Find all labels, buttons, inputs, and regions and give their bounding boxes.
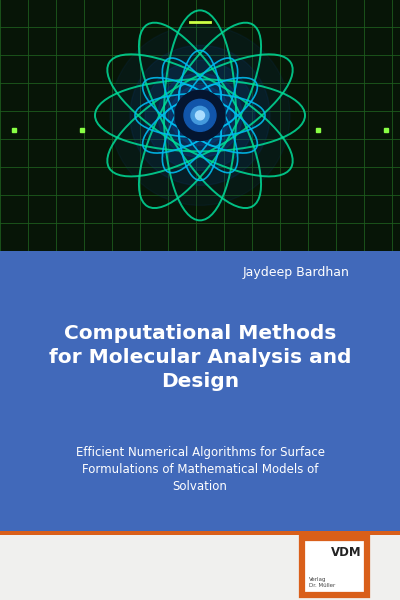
- Circle shape: [130, 46, 270, 185]
- Circle shape: [158, 73, 242, 157]
- Circle shape: [170, 85, 230, 145]
- Bar: [0, 531, 400, 535]
- Circle shape: [196, 111, 204, 120]
- Text: Verlag
Dr. Müller: Verlag Dr. Müller: [309, 577, 335, 588]
- Circle shape: [184, 100, 216, 131]
- Circle shape: [110, 25, 290, 205]
- Bar: [0, 531, 400, 600]
- Text: Efficient Numerical Algorithms for Surface
Formulations of Mathematical Models o: Efficient Numerical Algorithms for Surfa…: [76, 446, 324, 493]
- Circle shape: [145, 61, 255, 170]
- Circle shape: [175, 91, 225, 140]
- Circle shape: [191, 106, 209, 124]
- Bar: [0, 0, 400, 251]
- Text: Jaydeep Bardhan: Jaydeep Bardhan: [243, 266, 350, 279]
- Text: Computational Methods
for Molecular Analysis and
Design: Computational Methods for Molecular Anal…: [49, 323, 351, 391]
- Bar: [302, 538, 367, 595]
- Bar: [0, 251, 400, 531]
- Text: VDM: VDM: [331, 546, 362, 559]
